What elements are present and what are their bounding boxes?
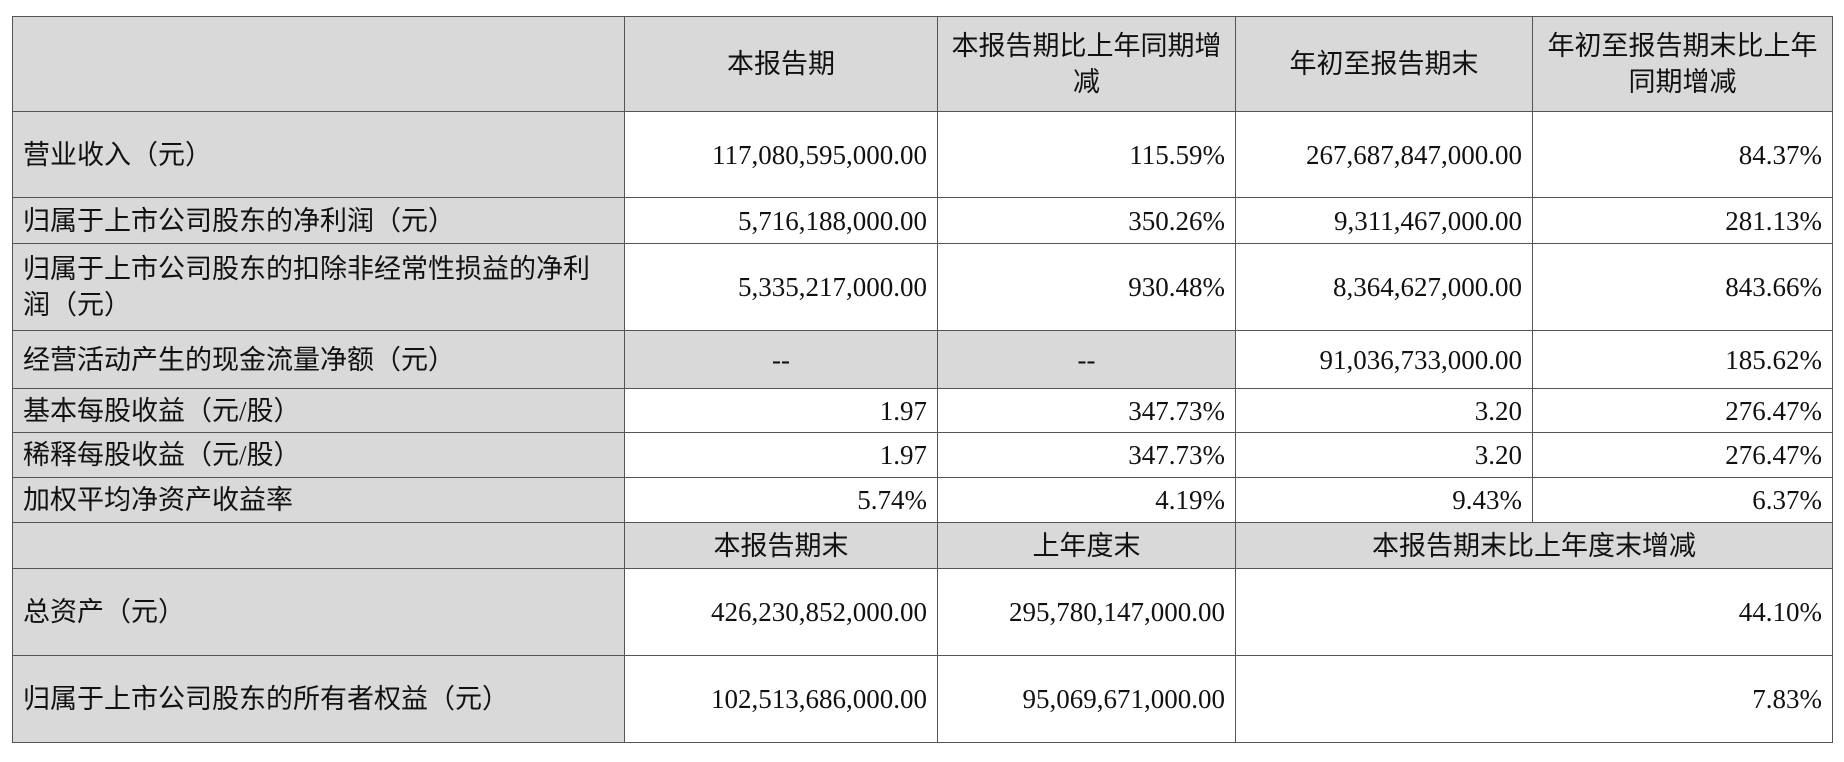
row-label: 归属于上市公司股东的扣除非经常性损益的净利润（元）	[12, 243, 625, 331]
header-cell: 年初至报告期末比上年同期增减	[1532, 16, 1833, 112]
cell: 276.47%	[1532, 432, 1833, 478]
cell: 6.37%	[1532, 477, 1833, 523]
cell: 5,335,217,000.00	[624, 243, 938, 331]
cell: --	[937, 330, 1236, 389]
subheader-row: 本报告期末 上年度末 本报告期末比上年度末增减	[12, 522, 1833, 569]
cell: 281.13%	[1532, 197, 1833, 244]
table-row: 稀释每股收益（元/股） 1.97 347.73% 3.20 276.47%	[12, 432, 1833, 478]
cell: 350.26%	[937, 197, 1236, 244]
cell: --	[624, 330, 938, 389]
cell: 5,716,188,000.00	[624, 197, 938, 244]
subheader-cell: 本报告期末比上年度末增减	[1235, 522, 1833, 569]
row-label: 经营活动产生的现金流量净额（元）	[12, 330, 625, 389]
header-cell: 本报告期比上年同期增减	[937, 16, 1236, 112]
row-label: 归属于上市公司股东的净利润（元）	[12, 197, 625, 244]
subheader-cell: 本报告期末	[624, 522, 938, 569]
table-row: 归属于上市公司股东的净利润（元） 5,716,188,000.00 350.26…	[12, 197, 1833, 244]
cell: 347.73%	[937, 388, 1236, 433]
table-row: 归属于上市公司股东的所有者权益（元） 102,513,686,000.00 95…	[12, 655, 1833, 743]
subheader-cell-empty	[12, 522, 625, 569]
header-row: 本报告期 本报告期比上年同期增减 年初至报告期末 年初至报告期末比上年同期增减	[12, 16, 1833, 112]
cell: 95,069,671,000.00	[937, 655, 1236, 743]
cell: 295,780,147,000.00	[937, 568, 1236, 656]
cell: 930.48%	[937, 243, 1236, 331]
header-cell: 年初至报告期末	[1235, 16, 1533, 112]
cell: 9.43%	[1235, 477, 1533, 523]
cell: 117,080,595,000.00	[624, 111, 938, 198]
cell: 5.74%	[624, 477, 938, 523]
row-label: 加权平均净资产收益率	[12, 477, 625, 523]
cell: 8,364,627,000.00	[1235, 243, 1533, 331]
cell: 102,513,686,000.00	[624, 655, 938, 743]
cell: 426,230,852,000.00	[624, 568, 938, 656]
table-row: 营业收入（元） 117,080,595,000.00 115.59% 267,6…	[12, 111, 1833, 198]
table-row: 经营活动产生的现金流量净额（元） -- -- 91,036,733,000.00…	[12, 330, 1833, 389]
cell: 185.62%	[1532, 330, 1833, 389]
header-cell: 本报告期	[624, 16, 938, 112]
cell: 276.47%	[1532, 388, 1833, 433]
table-row: 加权平均净资产收益率 5.74% 4.19% 9.43% 6.37%	[12, 477, 1833, 523]
cell: 347.73%	[937, 432, 1236, 478]
table-row: 总资产（元） 426,230,852,000.00 295,780,147,00…	[12, 568, 1833, 656]
row-label: 营业收入（元）	[12, 111, 625, 198]
cell: 3.20	[1235, 432, 1533, 478]
cell: 9,311,467,000.00	[1235, 197, 1533, 244]
cell: 843.66%	[1532, 243, 1833, 331]
row-label: 基本每股收益（元/股）	[12, 388, 625, 433]
row-label: 稀释每股收益（元/股）	[12, 432, 625, 478]
table-row: 基本每股收益（元/股） 1.97 347.73% 3.20 276.47%	[12, 388, 1833, 433]
cell: 84.37%	[1532, 111, 1833, 198]
cell: 91,036,733,000.00	[1235, 330, 1533, 389]
cell: 267,687,847,000.00	[1235, 111, 1533, 198]
financial-data-table: 本报告期 本报告期比上年同期增减 年初至报告期末 年初至报告期末比上年同期增减 …	[12, 16, 1833, 743]
cell: 1.97	[624, 432, 938, 478]
cell: 115.59%	[937, 111, 1236, 198]
table-row: 归属于上市公司股东的扣除非经常性损益的净利润（元） 5,335,217,000.…	[12, 243, 1833, 331]
row-label: 总资产（元）	[12, 568, 625, 656]
cell: 1.97	[624, 388, 938, 433]
header-cell-empty	[12, 16, 625, 112]
cell: 3.20	[1235, 388, 1533, 433]
cell: 7.83%	[1235, 655, 1833, 743]
cell: 4.19%	[937, 477, 1236, 523]
subheader-cell: 上年度末	[937, 522, 1236, 569]
row-label: 归属于上市公司股东的所有者权益（元）	[12, 655, 625, 743]
cell: 44.10%	[1235, 568, 1833, 656]
